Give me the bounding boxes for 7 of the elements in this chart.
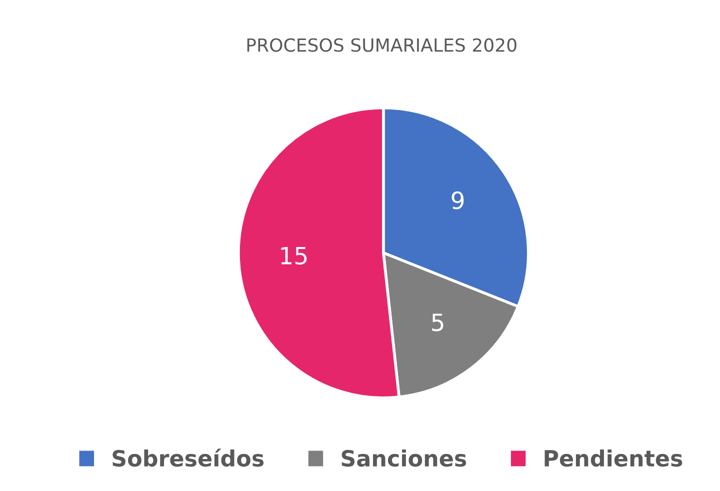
data-label: 5 (432, 314, 444, 332)
legend-label: Sobreseídos (112, 448, 264, 467)
chart-title: PROCESOS SUMARIALES 2020 (247, 38, 516, 52)
data-label: 9 (452, 191, 464, 210)
data-label: 15 (281, 247, 307, 265)
legend-label: Sanciones (342, 449, 466, 467)
legend-label: Pendientes (544, 449, 682, 467)
